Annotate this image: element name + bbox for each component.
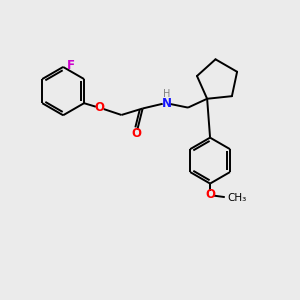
Text: F: F — [67, 59, 75, 72]
Text: CH₃: CH₃ — [228, 193, 247, 203]
Text: O: O — [132, 127, 142, 140]
Text: N: N — [162, 97, 172, 110]
Text: O: O — [94, 101, 104, 114]
Text: H: H — [163, 89, 170, 99]
Text: O: O — [205, 188, 215, 201]
